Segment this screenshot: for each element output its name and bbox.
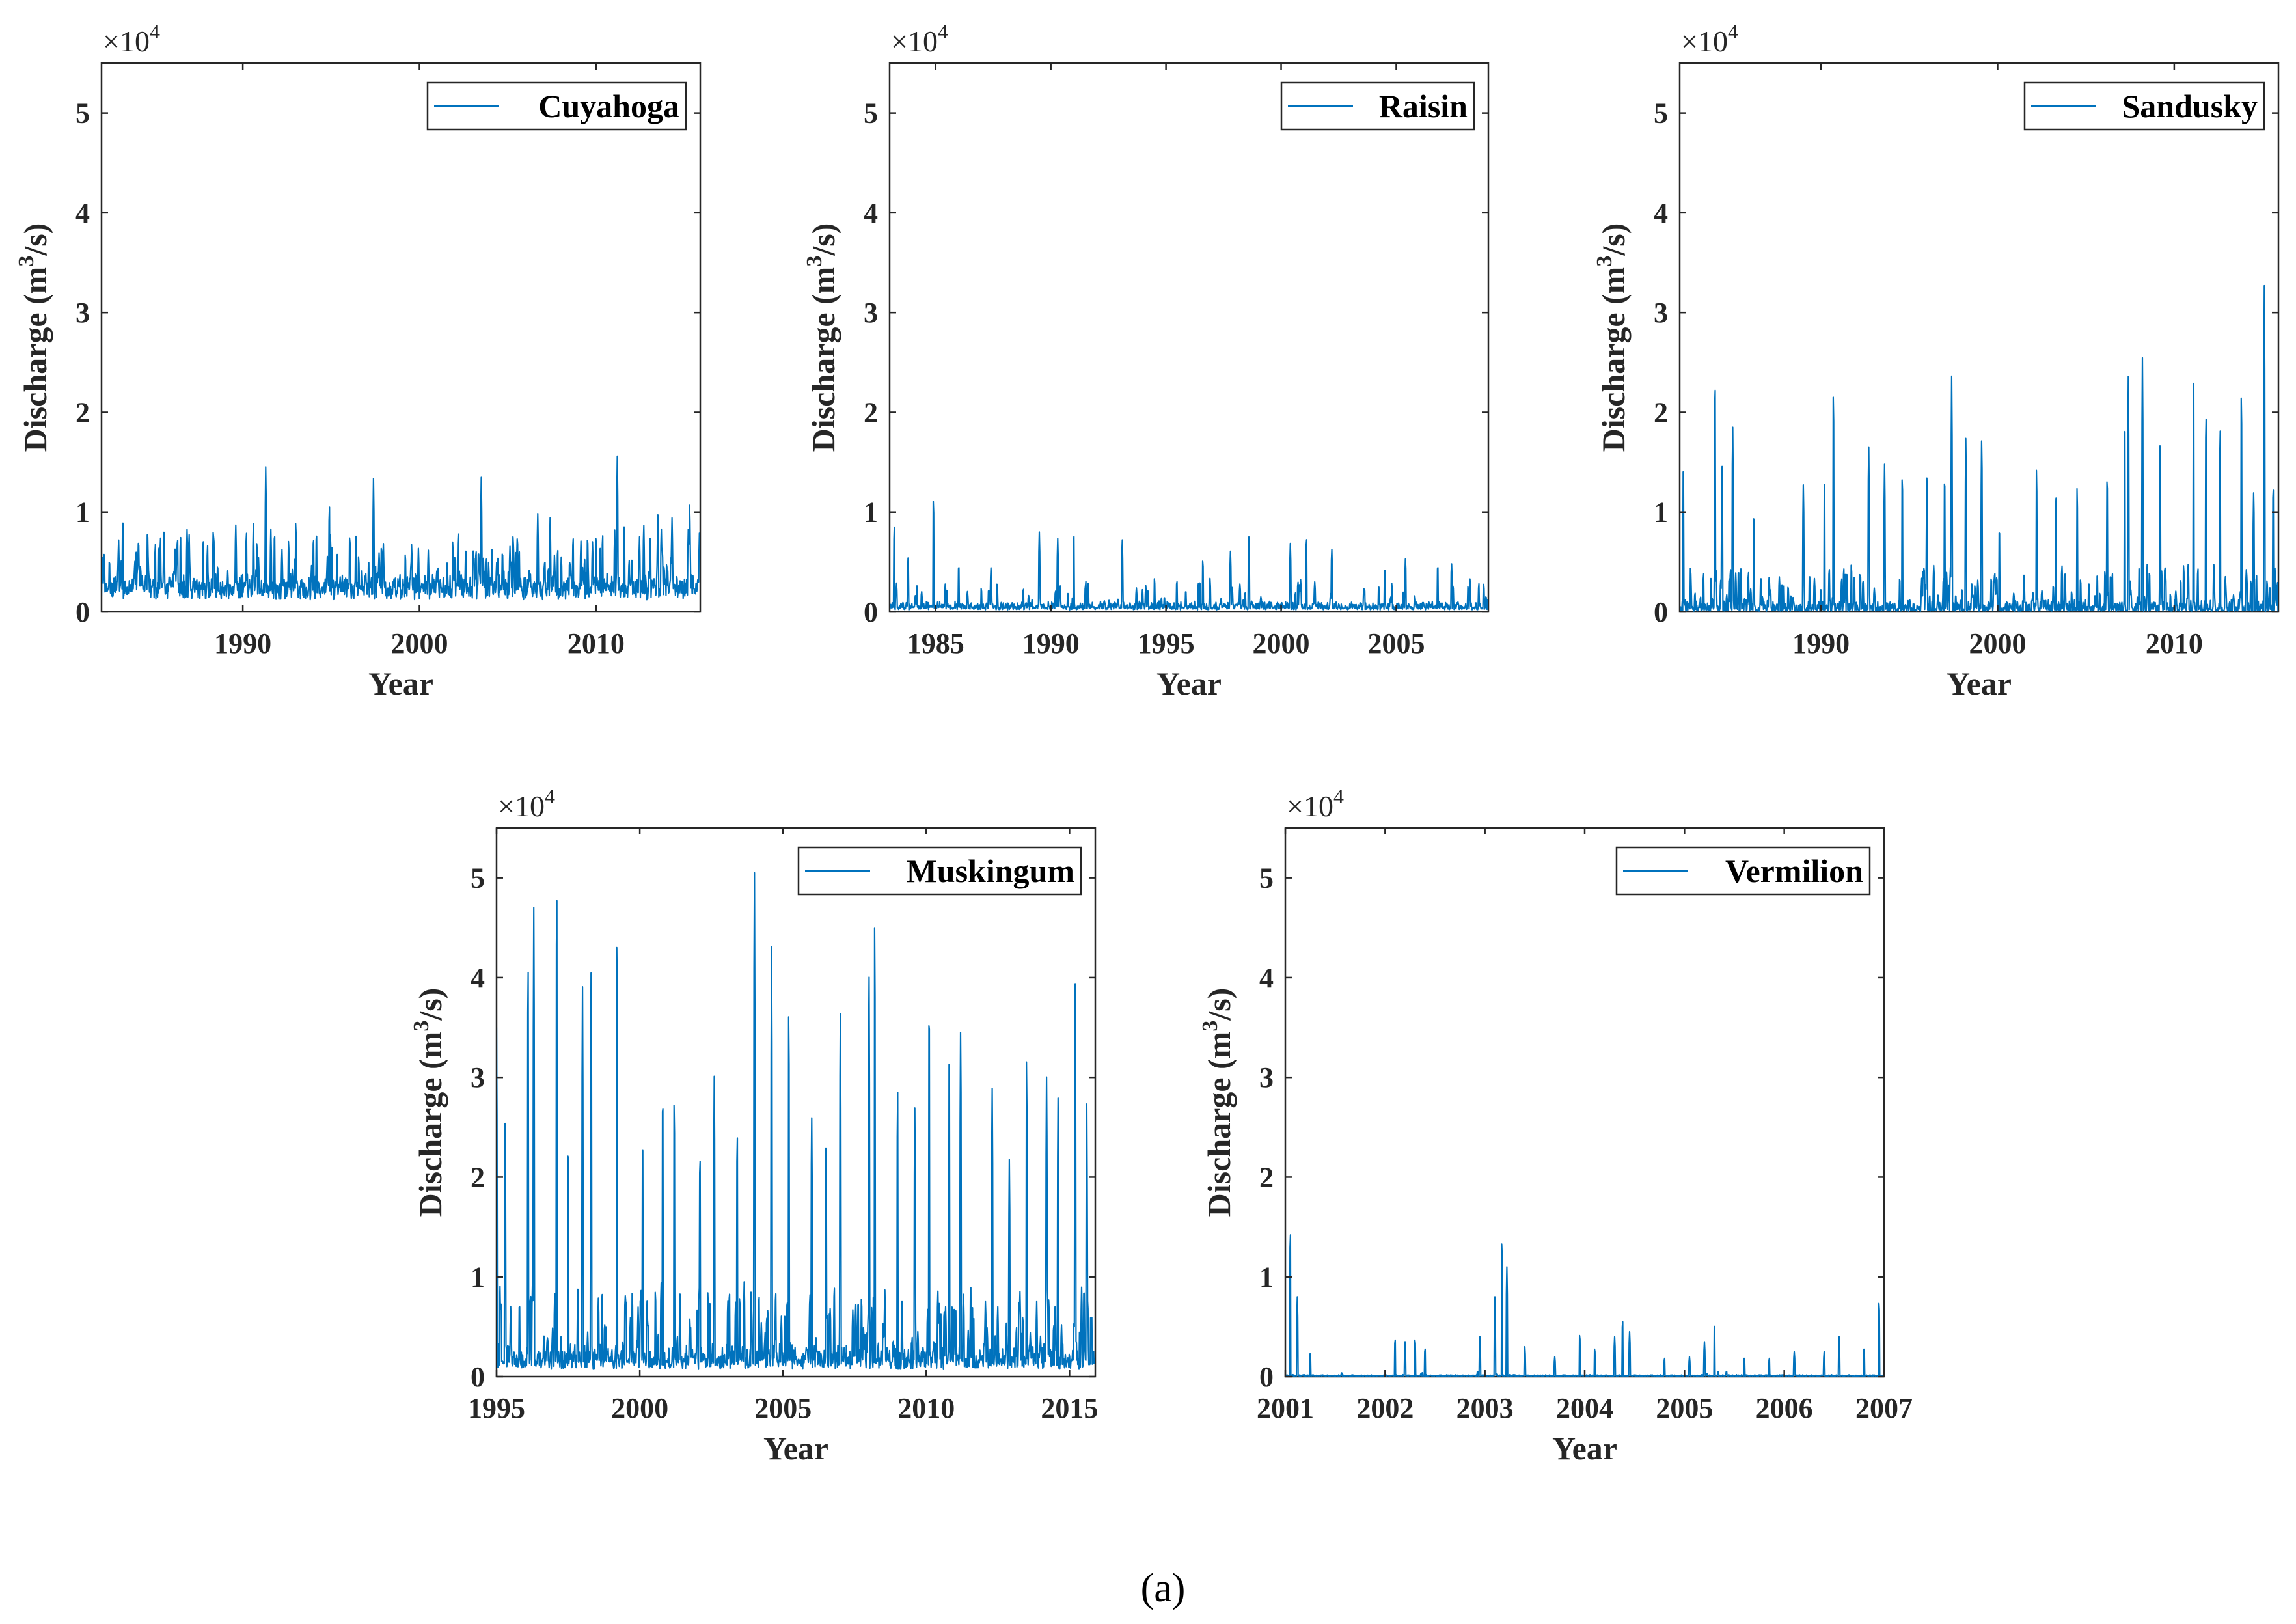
x-tick-label: 2000 <box>611 1392 668 1424</box>
y-tick-label: 3 <box>864 297 878 329</box>
y-axis-label: Discharge (m3/s) <box>14 223 53 452</box>
x-axis-label: Year <box>1947 665 2012 702</box>
y-tick-label: 2 <box>1654 396 1668 428</box>
x-axis-label: Year <box>1156 665 1222 702</box>
legend-cuyahoga: Cuyahoga <box>426 81 687 131</box>
x-tick-label: 2005 <box>1656 1392 1713 1424</box>
x-axis-label: Year <box>763 1430 828 1466</box>
y-tick-label: 3 <box>471 1062 485 1094</box>
y-tick-label: 4 <box>75 197 90 229</box>
y-exponent-label: ×104 <box>1287 784 1344 823</box>
y-tick-label: 3 <box>75 297 90 329</box>
chart-panel-raisin: 0 1 2 3 4 5 1985 1990 1995 2000 2005 ×104 Year Discha… <box>802 20 1490 702</box>
y-tick-label: 0 <box>75 596 90 628</box>
x-axis-label: Year <box>368 665 433 702</box>
x-tick-label: 2010 <box>2146 627 2203 659</box>
y-exponent-label: ×104 <box>498 784 555 823</box>
x-tick-label: 2003 <box>1456 1392 1514 1424</box>
y-tick-label: 1 <box>75 497 90 529</box>
x-tick-label: 1990 <box>214 627 271 659</box>
y-tick-label: 5 <box>1259 862 1274 894</box>
x-tick-label: 2002 <box>1356 1392 1414 1424</box>
y-exponent-label: ×104 <box>1681 20 1738 58</box>
x-tick-label: 2015 <box>1041 1392 1098 1424</box>
y-axis-label: Discharge (m3/s) <box>1592 223 1632 452</box>
series-line-cuyahoga <box>102 455 700 601</box>
y-tick-label: 0 <box>864 596 878 628</box>
y-tick-label: 1 <box>1654 497 1668 529</box>
x-tick-label: 2005 <box>1367 627 1425 659</box>
y-tick-label: 4 <box>1654 197 1668 229</box>
plot-area-vermilion <box>1284 827 1885 1378</box>
series-line-muskingum <box>497 872 1095 1370</box>
y-tick-label: 2 <box>864 396 878 428</box>
x-tick-label: 1990 <box>1792 627 1850 659</box>
y-tick-label: 1 <box>864 497 878 529</box>
y-tick-label: 4 <box>471 962 485 994</box>
y-axis-label: Discharge (m3/s) <box>802 223 841 452</box>
x-tick-label: 1990 <box>1022 627 1080 659</box>
x-tick-label: 1985 <box>907 627 964 659</box>
series-line-sandusky <box>1680 284 2278 612</box>
plot-area-muskingum <box>495 827 1097 1378</box>
x-tick-label: 1995 <box>468 1392 525 1424</box>
y-tick-label: 2 <box>75 396 90 428</box>
legend-label: Sandusky <box>2122 88 2258 124</box>
chart-panel-cuyahoga: 0 1 2 3 4 5 1990 2000 2010 ×104 Year Discharge (m3/… <box>14 20 702 702</box>
y-tick-label: 0 <box>1654 596 1668 628</box>
chart-panel-muskingum: 0 1 2 3 4 5 1995 2000 2005 2010 2015 ×104 Year Discha… <box>409 784 1098 1466</box>
x-tick-label: 2006 <box>1756 1392 1813 1424</box>
chart-panel-vermilion: 0 1 2 3 4 5 2001 2002 2003 2004 2005 2006 2007 ×104 Ye… <box>1198 784 1913 1466</box>
plot-area-sandusky <box>1678 62 2280 613</box>
y-tick-label: 2 <box>1259 1161 1274 1193</box>
x-tick-label: 2000 <box>390 627 448 659</box>
legend-label: Vermilion <box>1725 853 1863 889</box>
y-tick-label: 5 <box>864 98 878 130</box>
x-axis-label: Year <box>1552 1430 1617 1466</box>
y-tick-label: 0 <box>471 1361 485 1393</box>
y-tick-label: 1 <box>1259 1261 1274 1293</box>
legend-vermilion: Vermilion <box>1615 846 1871 896</box>
y-tick-label: 1 <box>471 1261 485 1293</box>
y-tick-label: 2 <box>471 1161 485 1193</box>
y-exponent-label: ×104 <box>891 20 948 58</box>
legend-label: Cuyahoga <box>538 88 679 124</box>
y-axis-label: Discharge (m3/s) <box>1198 988 1237 1217</box>
y-exponent-label: ×104 <box>103 20 160 58</box>
x-tick-label: 2010 <box>897 1392 955 1424</box>
legend-sandusky: Sandusky <box>2023 81 2265 131</box>
legend-muskingum: Muskingum <box>797 846 1082 896</box>
legend-label: Raisin <box>1379 88 1468 124</box>
legend-label: Muskingum <box>907 853 1074 889</box>
x-tick-label: 2000 <box>1969 627 2026 659</box>
x-tick-label: 2005 <box>754 1392 812 1424</box>
y-tick-label: 4 <box>1259 962 1274 994</box>
x-tick-label: 2001 <box>1257 1392 1314 1424</box>
plot-area-cuyahoga <box>100 62 702 613</box>
y-tick-label: 3 <box>1654 297 1668 329</box>
x-tick-label: 2000 <box>1253 627 1310 659</box>
y-tick-label: 3 <box>1259 1062 1274 1094</box>
x-tick-label: 2004 <box>1556 1392 1613 1424</box>
y-tick-label: 4 <box>864 197 878 229</box>
y-tick-label: 0 <box>1259 1361 1274 1393</box>
y-tick-label: 5 <box>1654 98 1668 130</box>
y-tick-label: 5 <box>75 98 90 130</box>
chart-panel-sandusky: 0 1 2 3 4 5 1990 2000 2010 ×104 Year Discharge (m3/… <box>1592 20 2280 702</box>
x-tick-label: 2010 <box>567 627 625 659</box>
figure-caption: (a) <box>1141 1566 1186 1610</box>
x-tick-label: 2007 <box>1855 1392 1913 1424</box>
y-tick-label: 5 <box>471 862 485 894</box>
y-axis-label: Discharge (m3/s) <box>409 988 448 1217</box>
series-line-raisin <box>890 501 1488 611</box>
plot-area-raisin <box>888 62 1490 613</box>
legend-raisin: Raisin <box>1280 81 1475 131</box>
x-tick-label: 1995 <box>1138 627 1195 659</box>
